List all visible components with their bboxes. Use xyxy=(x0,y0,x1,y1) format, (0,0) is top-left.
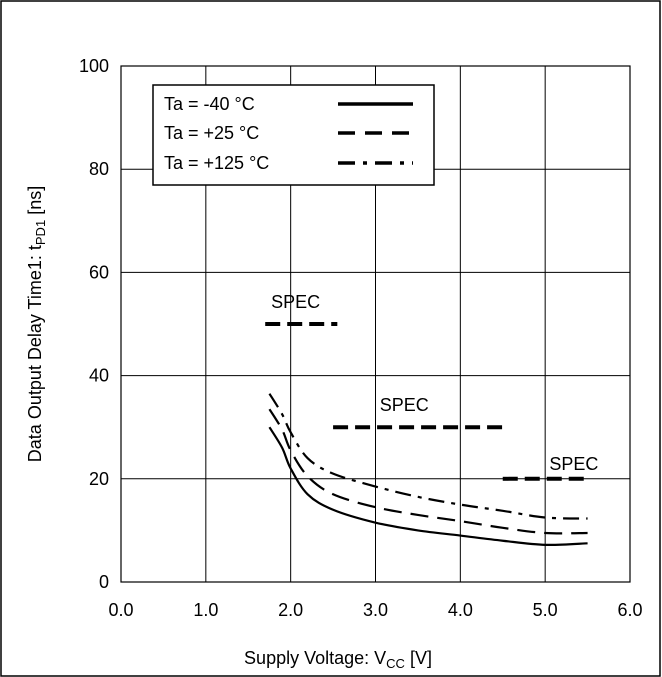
y-tick-label: 60 xyxy=(89,262,109,282)
spec-label: SPEC xyxy=(380,395,429,415)
legend-entry-2: Ta = +125 °C xyxy=(164,153,269,173)
x-axis-label-main: Supply Voltage: V xyxy=(244,648,386,668)
spec-lines xyxy=(265,322,588,481)
data-series xyxy=(268,393,588,547)
x-axis-label: Supply Voltage: VCC [V] xyxy=(244,648,432,671)
legend-box xyxy=(152,84,435,186)
x-tick-label: 6.0 xyxy=(617,600,642,620)
x-tick-label: 5.0 xyxy=(533,600,558,620)
y-axis-label-unit: [ns] xyxy=(25,186,45,220)
tick-labels: 0.0 1.0 2.0 3.0 4.0 5.0 6.0 0 20 40 60 80 100 xyxy=(79,56,643,620)
y-axis-label: Data Output Delay Time1: tPD1 [ns] xyxy=(25,186,48,462)
x-tick-label: 2.0 xyxy=(278,600,303,620)
x-tick-label: 4.0 xyxy=(448,600,473,620)
y-tick-label: 80 xyxy=(89,159,109,179)
y-tick-label: 20 xyxy=(89,469,109,489)
y-tick-label: 40 xyxy=(89,366,109,386)
series-line-1 xyxy=(268,408,588,535)
spec-labels: SPEC SPEC SPEC xyxy=(271,292,598,474)
x-axis-label-sub: CC xyxy=(386,656,405,671)
y-tick-label: 0 xyxy=(99,572,109,592)
spec-label: SPEC xyxy=(271,292,320,312)
x-tick-label: 3.0 xyxy=(363,600,388,620)
plot-area-border xyxy=(120,65,631,583)
x-tick-label: 1.0 xyxy=(193,600,218,620)
y-tick-label: 100 xyxy=(79,56,109,76)
series-line-0 xyxy=(268,426,588,547)
y-axis-label-sub: PD1 xyxy=(33,220,48,245)
legend-entry-1: Ta = +25 °C xyxy=(164,123,259,143)
spec-label: SPEC xyxy=(549,454,598,474)
x-axis-label-unit: [V] xyxy=(405,648,432,668)
legend-entry-0: Ta = -40 °C xyxy=(164,94,255,114)
y-axis-label-main: Data Output Delay Time1: t xyxy=(25,245,45,462)
legend: Ta = -40 °C Ta = +25 °C Ta = +125 °C xyxy=(152,84,435,186)
x-tick-label: 0.0 xyxy=(108,600,133,620)
series-line-2 xyxy=(268,393,588,520)
